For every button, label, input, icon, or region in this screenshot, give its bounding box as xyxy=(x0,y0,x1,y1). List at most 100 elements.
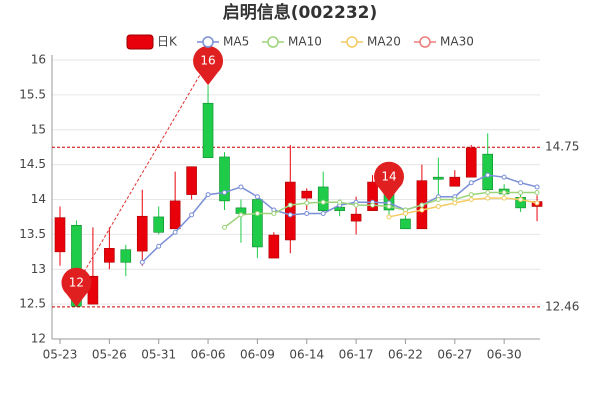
y-tick-label: 12.5 xyxy=(19,297,46,311)
ma-point xyxy=(518,190,524,196)
x-tick-label: 06-27 xyxy=(437,348,472,362)
ma-point xyxy=(386,214,392,220)
candle-body xyxy=(104,248,115,263)
x-tick-label: 06-30 xyxy=(487,348,522,362)
pin xyxy=(61,267,92,307)
ma-point xyxy=(435,203,441,209)
ma-point xyxy=(320,210,326,216)
candle-body xyxy=(433,176,444,180)
candle-body xyxy=(136,215,148,252)
ma-point xyxy=(287,212,293,218)
candle-body xyxy=(317,186,329,211)
ma-point xyxy=(534,184,540,190)
ma-point xyxy=(139,259,145,265)
x-tick-label: 06-14 xyxy=(289,348,324,362)
ma-point xyxy=(452,200,458,206)
candle-body xyxy=(465,147,477,178)
candle-body xyxy=(268,234,280,259)
ma-point xyxy=(156,243,162,249)
candle-body xyxy=(284,181,296,241)
x-tick-label: 06-09 xyxy=(240,348,275,362)
ma-point xyxy=(419,207,425,213)
candle-body xyxy=(301,190,313,199)
candle-body xyxy=(350,213,362,222)
ma-line xyxy=(141,174,538,263)
ma-point xyxy=(271,210,277,216)
candle-body xyxy=(219,156,230,202)
reference-label: 12.46 xyxy=(545,299,579,313)
pin-label: 14 xyxy=(381,169,396,183)
ma-point xyxy=(222,190,227,196)
y-tick-label: 13 xyxy=(31,262,46,276)
candle-body xyxy=(449,176,461,187)
ma-point xyxy=(468,180,474,186)
legend-swatch xyxy=(267,36,279,48)
legend-label: MA5 xyxy=(223,35,249,49)
ma-point xyxy=(518,180,524,186)
y-tick-label: 13.5 xyxy=(19,227,46,241)
x-tick-label: 06-06 xyxy=(191,348,226,362)
legend-label: 日K xyxy=(157,35,178,49)
ma-point xyxy=(370,202,376,208)
chart-title: 启明信息(002232) xyxy=(223,2,378,23)
ma-point xyxy=(320,199,326,205)
ma-point xyxy=(238,212,244,218)
ma-point xyxy=(304,200,310,206)
y-tick-label: 14.5 xyxy=(19,157,46,171)
reference-label: 14.75 xyxy=(545,140,579,154)
candle-body xyxy=(202,102,214,158)
candle-body xyxy=(482,153,494,191)
x-tick-label: 05-26 xyxy=(92,348,127,362)
ma-point xyxy=(468,192,474,198)
candle-body xyxy=(367,181,378,211)
ma-point xyxy=(205,192,211,198)
x-tick-label: 06-17 xyxy=(339,348,374,362)
ma-point xyxy=(419,202,425,208)
ma-point xyxy=(304,210,310,216)
y-tick-label: 12 xyxy=(31,332,46,346)
ma-point xyxy=(238,184,244,190)
ma-point xyxy=(518,197,524,202)
legend-swatch xyxy=(346,36,358,48)
ma-point xyxy=(189,212,195,218)
candle-body xyxy=(252,199,263,248)
ma-point xyxy=(534,190,540,196)
legend-swatch xyxy=(202,36,214,48)
ma-point xyxy=(386,203,392,209)
candle-body xyxy=(186,166,197,195)
ma-point xyxy=(501,195,507,201)
candle-body xyxy=(400,218,411,230)
candle-body xyxy=(54,217,66,253)
ma-point xyxy=(485,190,491,196)
ma-point xyxy=(402,210,408,216)
y-tick-label: 15.5 xyxy=(19,87,46,101)
ma-point xyxy=(435,197,441,202)
legend-label: MA30 xyxy=(440,35,474,49)
ma-point xyxy=(222,224,227,230)
ma-point xyxy=(468,197,474,202)
ma-line xyxy=(388,197,538,218)
y-tick-label: 16 xyxy=(31,53,46,67)
candle-body xyxy=(153,216,164,233)
legend-swatch xyxy=(126,34,154,50)
pin xyxy=(373,161,405,201)
ma-point xyxy=(534,200,540,206)
ma-point xyxy=(254,194,260,200)
ma-point xyxy=(353,202,359,208)
pin xyxy=(193,45,224,86)
ma-point xyxy=(485,195,491,201)
ma-point xyxy=(287,202,293,208)
x-tick-label: 06-22 xyxy=(388,348,423,362)
legend-label: MA20 xyxy=(367,35,401,49)
candle-body xyxy=(169,200,181,230)
pin-connector xyxy=(76,60,209,286)
pin-label: 16 xyxy=(200,54,215,68)
candle-body xyxy=(120,249,132,263)
y-tick-label: 15 xyxy=(31,122,46,136)
legend-label: MA10 xyxy=(288,35,322,49)
ma-point xyxy=(485,172,491,178)
ma-line xyxy=(224,191,538,228)
ma-point xyxy=(172,229,178,235)
pin-label: 12 xyxy=(69,275,84,289)
